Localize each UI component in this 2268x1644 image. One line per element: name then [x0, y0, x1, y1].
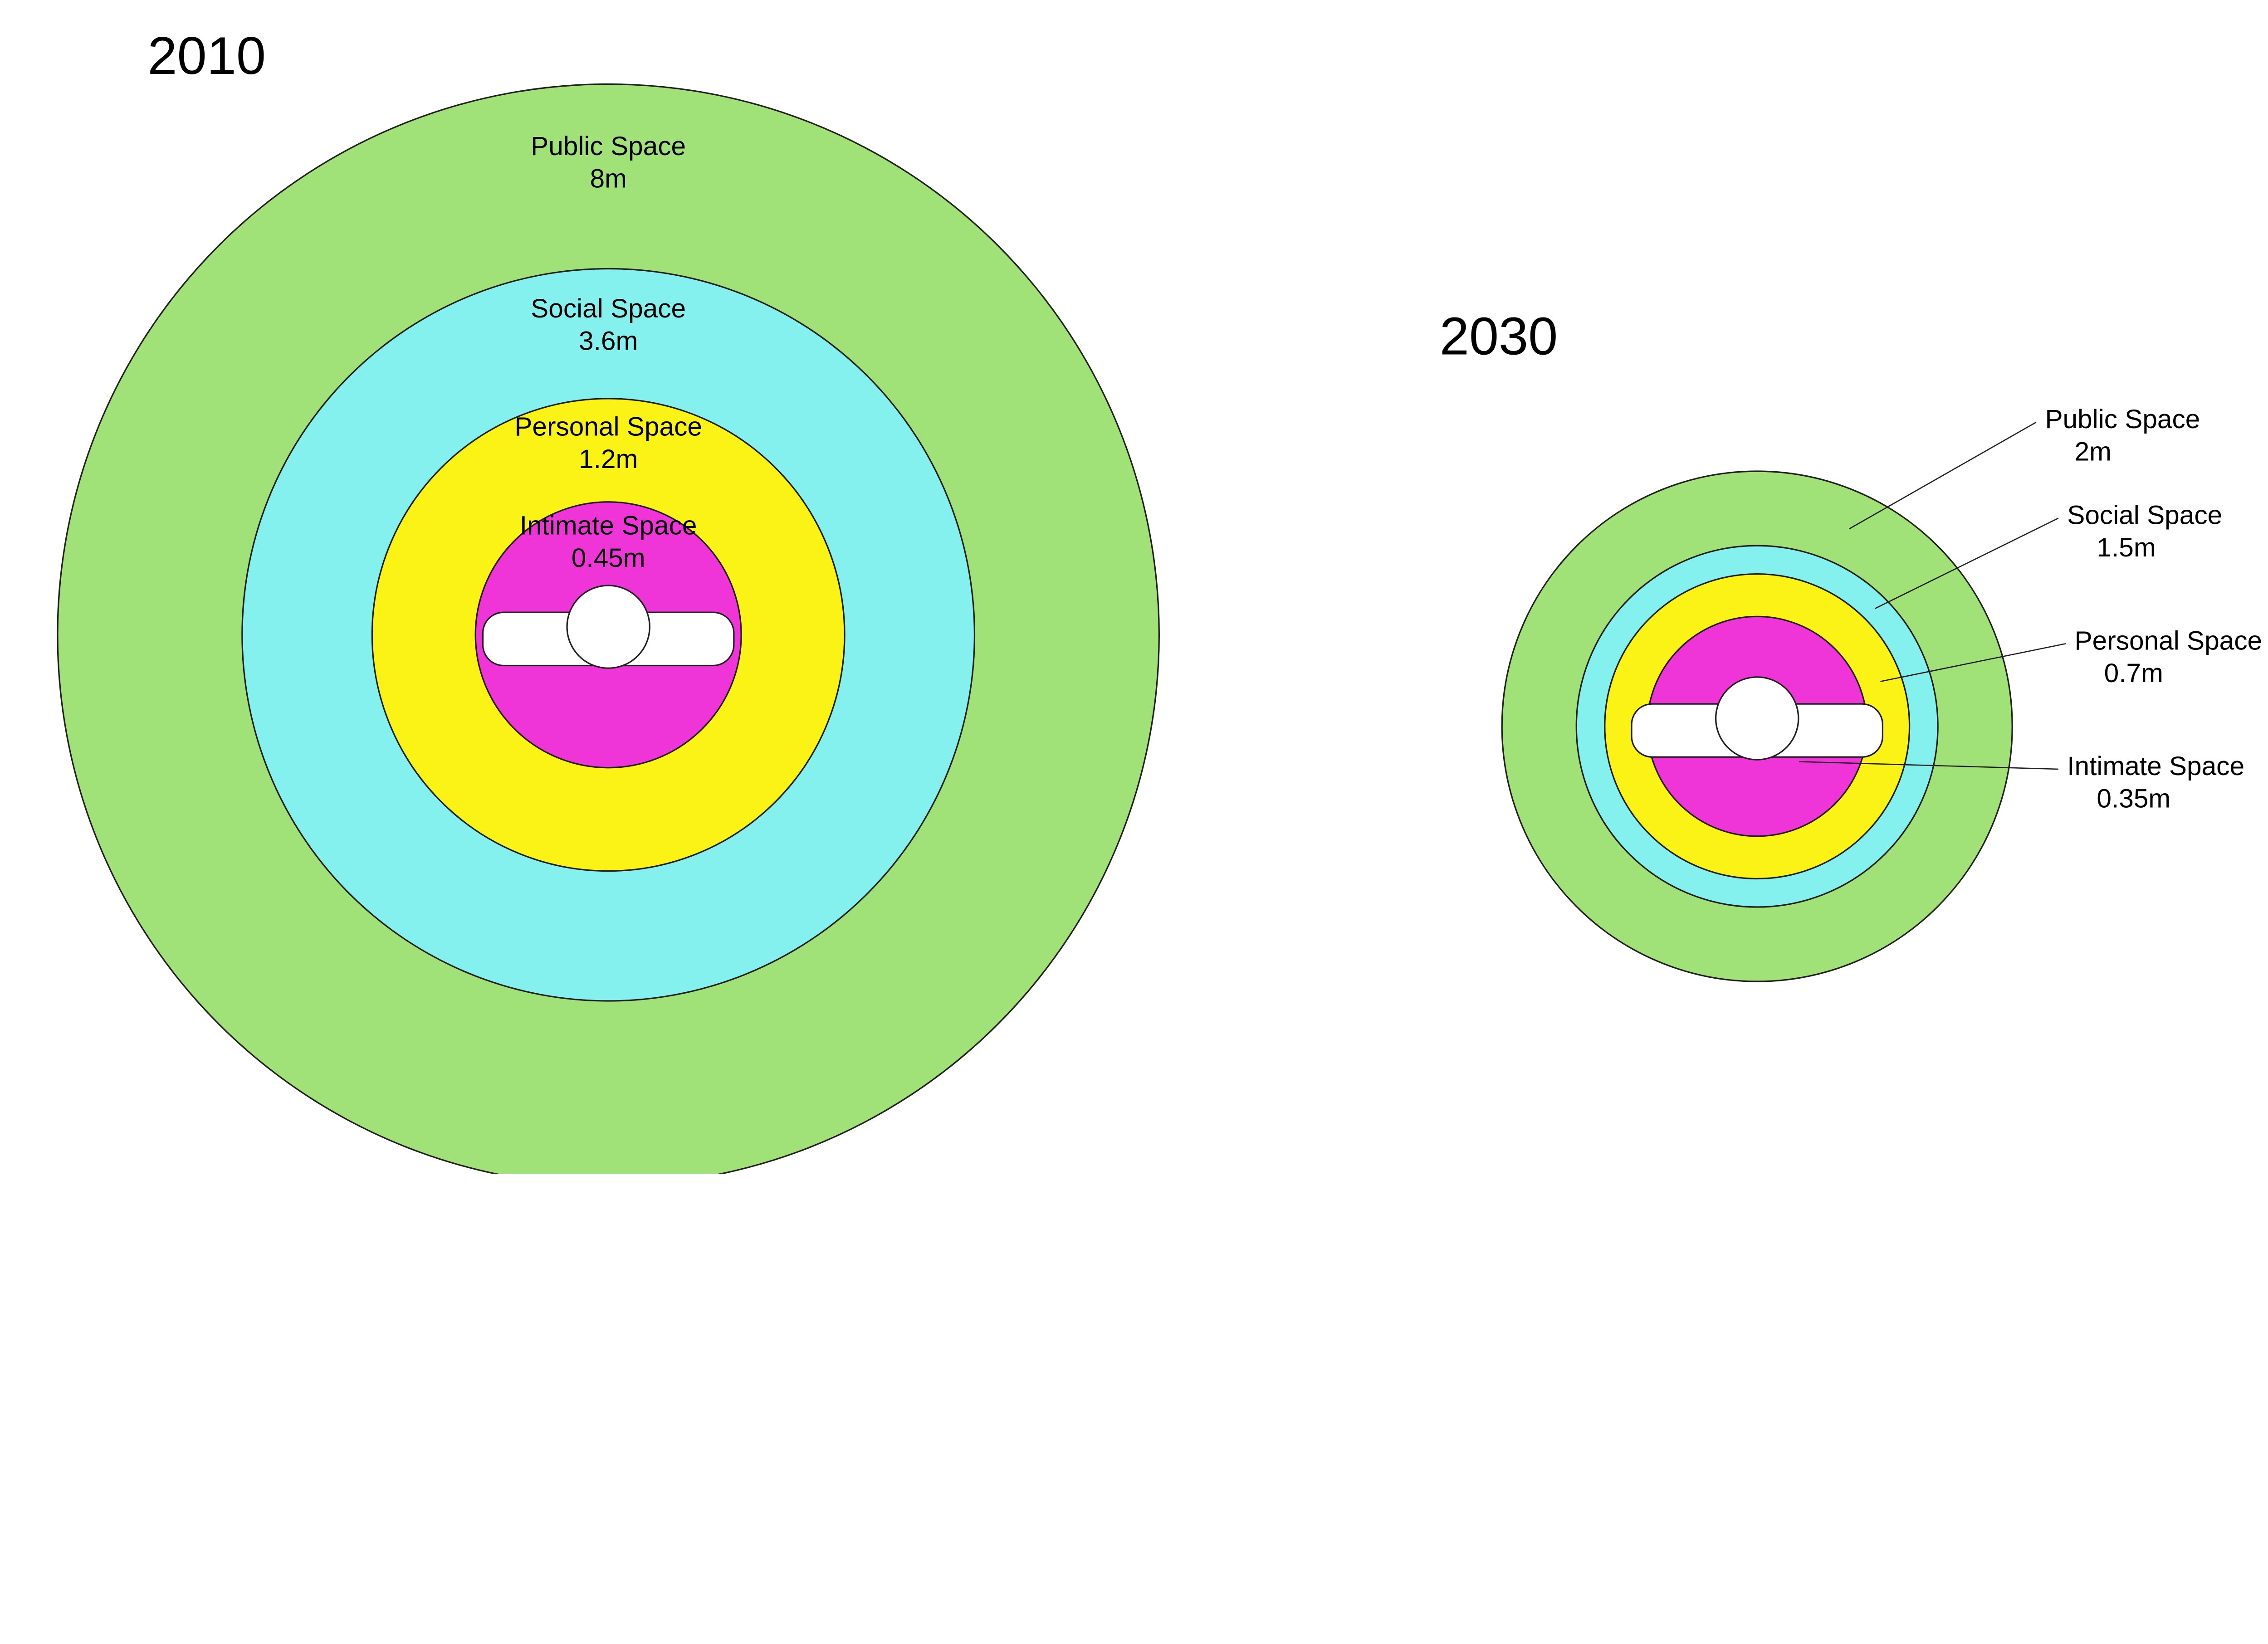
- value-intimate-space-2030: 0.35m: [2097, 784, 2170, 814]
- value-public-space-2010: 8m: [590, 164, 626, 193]
- value-intimate-space-2010: 0.45m: [572, 543, 645, 573]
- label-personal-space-2030: Personal Space: [2075, 626, 2263, 655]
- person-head-icon: [567, 585, 650, 668]
- label-personal-space-2010: Personal Space: [514, 412, 702, 441]
- label-social-space-2010: Social Space: [531, 294, 686, 323]
- person-head-icon: [1716, 677, 1799, 760]
- title-2010: 2010: [147, 26, 266, 85]
- value-public-space-2030: 2m: [2075, 437, 2112, 467]
- diagram-root: 2010 Public Space 8m Social Space 3.6m Person…: [0, 0, 2268, 1174]
- label-intimate-space-2010: Intimate Space: [520, 511, 697, 540]
- label-public-space-2010: Public Space: [531, 132, 686, 161]
- value-personal-space-2010: 1.2m: [579, 444, 638, 474]
- label-social-space-2030: Social Space: [2067, 501, 2222, 530]
- value-social-space-2010: 3.6m: [579, 326, 638, 356]
- title-2030: 2030: [1440, 306, 1558, 366]
- proxemics-diagram: 2010 Public Space 8m Social Space 3.6m Person…: [0, 0, 2268, 1174]
- label-intimate-space-2030: Intimate Space: [2067, 751, 2244, 781]
- value-social-space-2030: 1.5m: [2097, 533, 2156, 562]
- label-public-space-2030: Public Space: [2045, 405, 2200, 434]
- value-personal-space-2030: 0.7m: [2104, 659, 2163, 688]
